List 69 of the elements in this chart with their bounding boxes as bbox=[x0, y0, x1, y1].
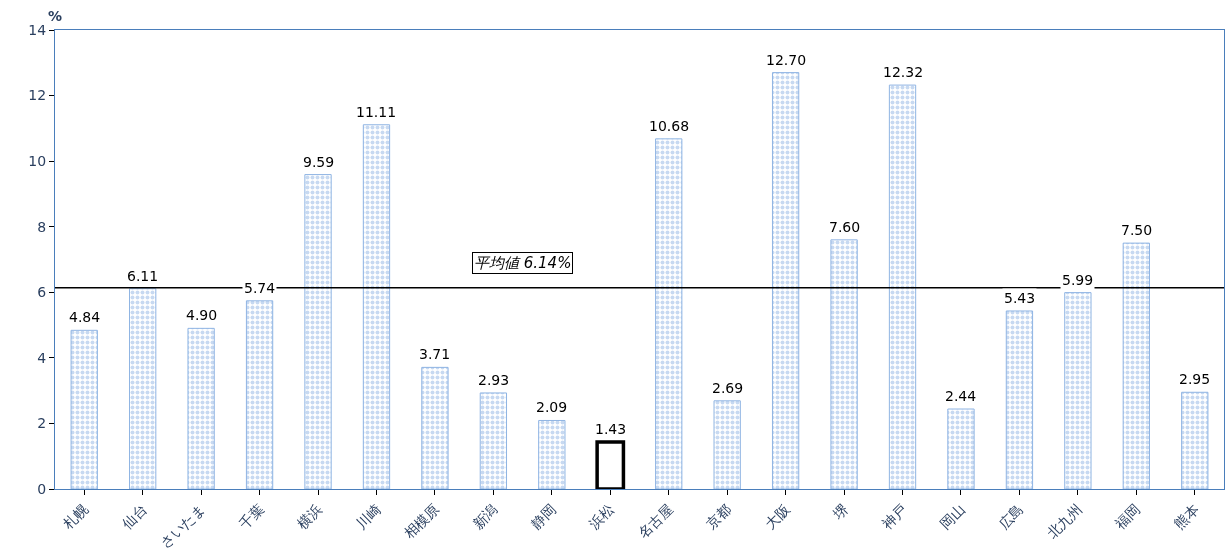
x-tick-label: 福岡 bbox=[1112, 500, 1144, 532]
data-label: 5.99 bbox=[1062, 272, 1094, 288]
y-tick-label: 8 bbox=[37, 218, 47, 235]
x-tick-label: 浜松 bbox=[586, 500, 618, 532]
x-tick-label: 広島 bbox=[995, 500, 1027, 532]
data-label: 2.69 bbox=[712, 380, 744, 396]
data-label: 11.11 bbox=[356, 104, 397, 120]
y-tick-label: 0 bbox=[37, 480, 47, 497]
x-tick-label: 北九州 bbox=[1043, 500, 1085, 542]
x-tick-label: 札幌 bbox=[60, 500, 92, 532]
bar bbox=[655, 138, 683, 489]
x-tick-label: 熊本 bbox=[1170, 500, 1202, 532]
bar bbox=[304, 174, 332, 489]
data-label: 2.09 bbox=[536, 399, 568, 415]
data-label: 2.44 bbox=[945, 388, 977, 404]
y-tick-label: 6 bbox=[37, 284, 47, 301]
x-tick-label: 横浜 bbox=[293, 500, 326, 532]
data-label: 7.60 bbox=[829, 219, 861, 235]
data-label: 1.43 bbox=[595, 421, 627, 437]
bar bbox=[70, 329, 98, 489]
bar bbox=[245, 300, 274, 489]
y-tick-label: 14 bbox=[28, 21, 47, 38]
x-tick-label: 大阪 bbox=[761, 500, 793, 532]
x-tick-label: 千葉 bbox=[235, 500, 267, 532]
bar bbox=[129, 288, 157, 489]
x-tick-label: 堺 bbox=[829, 500, 852, 523]
bar bbox=[888, 84, 917, 489]
y-tick-label: 4 bbox=[37, 349, 47, 366]
data-label: 12.32 bbox=[883, 64, 924, 80]
data-label: 9.59 bbox=[303, 154, 335, 170]
bar bbox=[1181, 391, 1209, 489]
data-label: 5.74 bbox=[244, 280, 276, 296]
x-tick-label: 岡山 bbox=[936, 500, 969, 532]
x-tick-label: 京都 bbox=[703, 500, 735, 532]
bar bbox=[947, 408, 975, 489]
data-label: 3.71 bbox=[419, 346, 451, 362]
y-axis-title: % bbox=[48, 8, 63, 24]
x-tick-label: 静岡 bbox=[527, 500, 559, 532]
bar bbox=[713, 400, 741, 489]
bar bbox=[538, 419, 566, 489]
x-tick-label: 相模原 bbox=[400, 500, 442, 542]
bar bbox=[1122, 242, 1150, 489]
bar bbox=[830, 239, 858, 489]
data-label: 5.43 bbox=[1004, 290, 1036, 306]
x-tick-label: 神戸 bbox=[878, 500, 910, 532]
bar bbox=[1064, 292, 1092, 489]
bar bbox=[421, 366, 449, 489]
x-tick-label: 名古屋 bbox=[634, 500, 676, 542]
data-label: 6.11 bbox=[127, 268, 159, 284]
bar bbox=[1005, 310, 1034, 489]
data-label: 12.70 bbox=[766, 52, 807, 68]
bar bbox=[187, 327, 215, 489]
bar bbox=[362, 124, 391, 489]
y-tick-label: 2 bbox=[37, 415, 47, 432]
ref-line-label: 平均値 6.14% bbox=[474, 254, 572, 272]
data-label: 7.50 bbox=[1121, 222, 1153, 238]
data-label: 2.93 bbox=[478, 372, 510, 388]
x-tick-label: 新潟 bbox=[469, 500, 501, 532]
x-tick-label: 川崎 bbox=[352, 500, 384, 532]
bar bbox=[479, 392, 508, 489]
y-tick-label: 10 bbox=[28, 153, 47, 170]
x-tick-label: さいたま bbox=[157, 500, 209, 552]
data-label: 4.90 bbox=[186, 307, 218, 323]
bar bbox=[771, 72, 800, 489]
data-label: 10.68 bbox=[649, 118, 690, 134]
data-label: 2.95 bbox=[1179, 371, 1211, 387]
data-label: 4.84 bbox=[69, 309, 101, 325]
x-tick-label: 仙台 bbox=[118, 500, 150, 532]
y-tick-label: 12 bbox=[28, 87, 47, 104]
